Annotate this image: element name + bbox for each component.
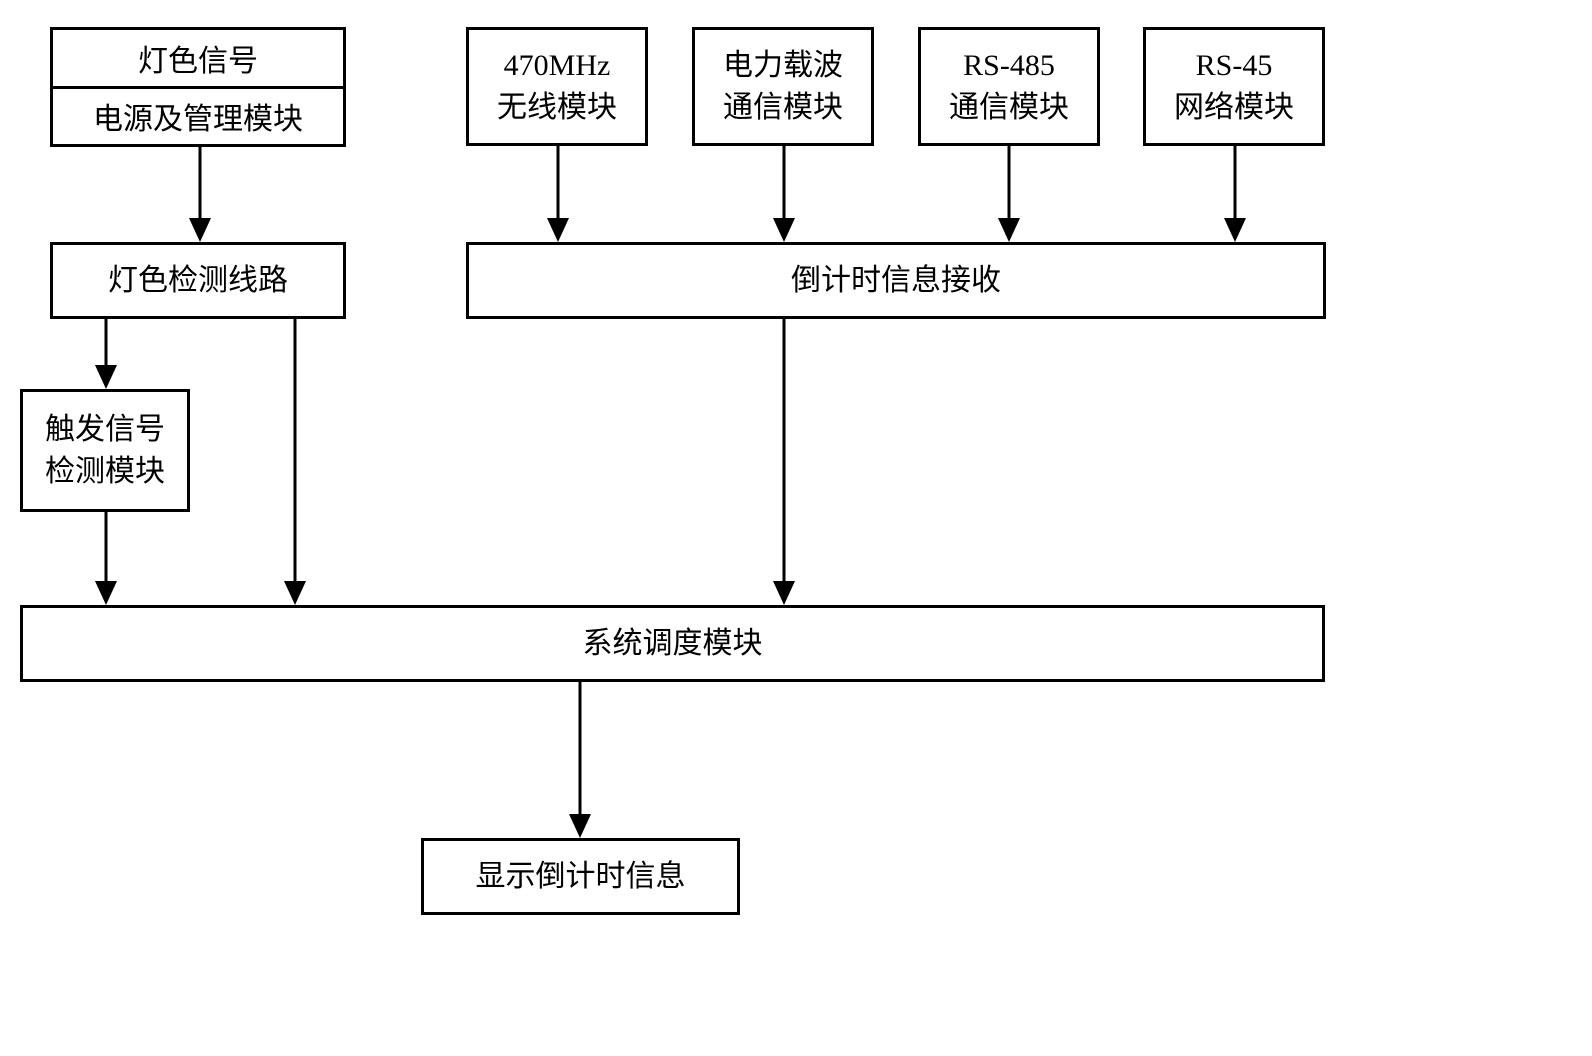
rs485-label: RS-485 通信模块: [949, 45, 1069, 129]
arrows-layer: [0, 0, 1592, 1056]
display-countdown-box: 显示倒计时信息: [421, 838, 740, 915]
mhz470-box: 470MHz 无线模块: [466, 27, 648, 146]
rs45-label: RS-45 网络模块: [1174, 45, 1294, 129]
rs45-box: RS-45 网络模块: [1143, 27, 1325, 146]
lamp-signal-cell: 灯色信号: [53, 30, 343, 86]
system-sched-label: 系统调度模块: [583, 623, 763, 665]
power-mgmt-label: 电源及管理模块: [93, 94, 303, 138]
lamp-detect-box: 灯色检测线路: [50, 242, 346, 319]
display-countdown-label: 显示倒计时信息: [476, 856, 686, 898]
mhz470-label: 470MHz 无线模块: [497, 45, 617, 129]
countdown-recv-label: 倒计时信息接收: [791, 260, 1001, 302]
power-carrier-box: 电力载波 通信模块: [692, 27, 874, 146]
power-carrier-label: 电力载波 通信模块: [723, 45, 843, 129]
lamp-signal-label: 灯色信号: [138, 36, 258, 80]
lamp-signal-power-box: 灯色信号 电源及管理模块: [50, 27, 346, 147]
trigger-detect-box: 触发信号 检测模块: [20, 389, 190, 512]
system-sched-box: 系统调度模块: [20, 605, 1325, 682]
trigger-detect-label: 触发信号 检测模块: [45, 409, 165, 493]
power-mgmt-cell: 电源及管理模块: [53, 89, 343, 145]
rs485-box: RS-485 通信模块: [918, 27, 1100, 146]
countdown-recv-box: 倒计时信息接收: [466, 242, 1326, 319]
lamp-detect-label: 灯色检测线路: [108, 260, 288, 302]
